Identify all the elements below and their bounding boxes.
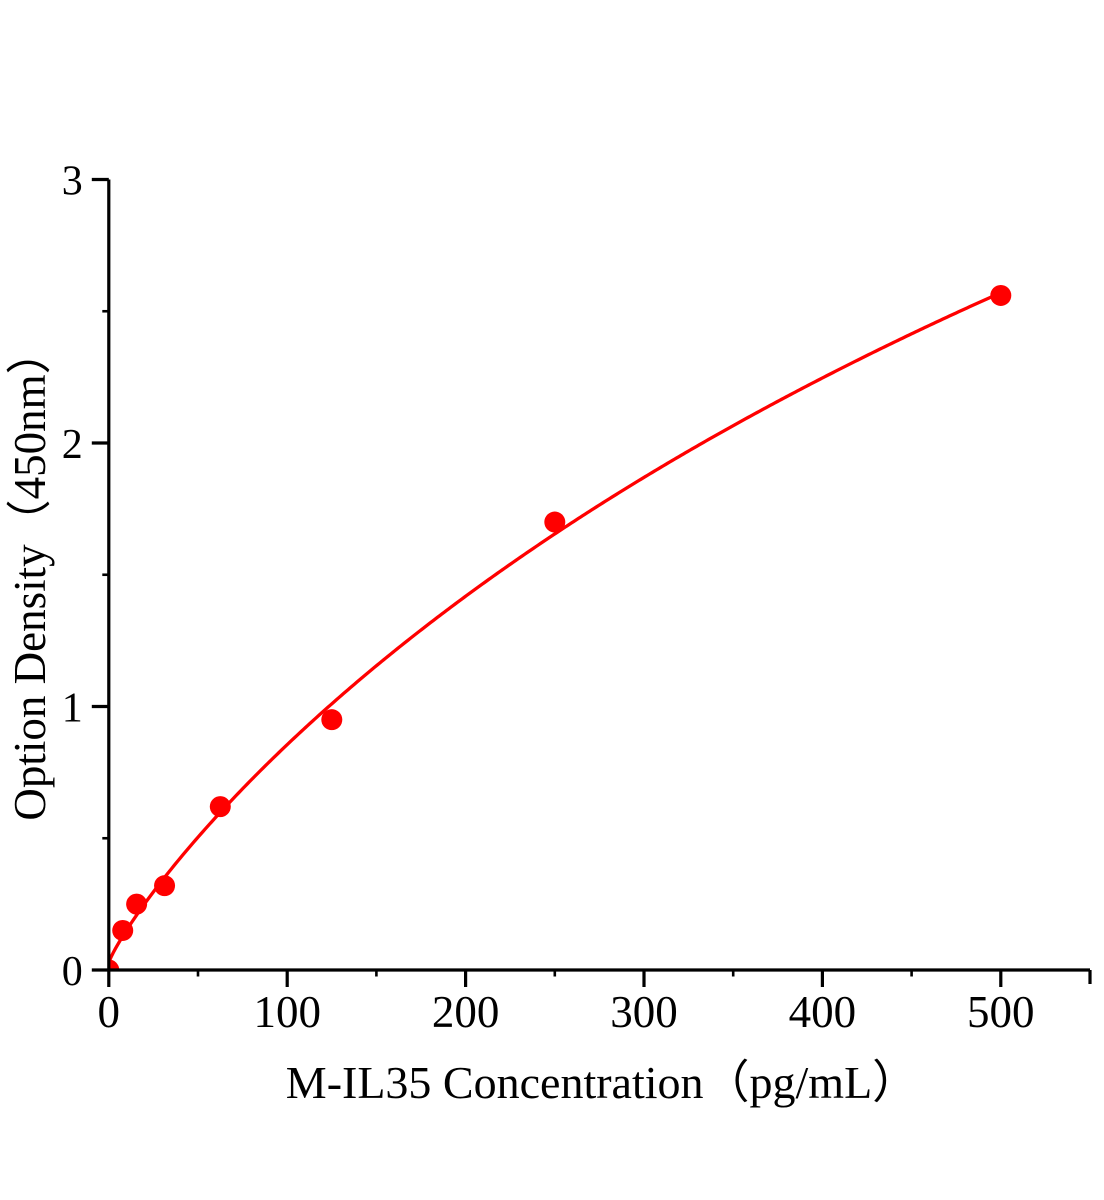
svg-text:0: 0 bbox=[98, 987, 121, 1037]
svg-text:1: 1 bbox=[62, 686, 83, 732]
svg-text:500: 500 bbox=[967, 987, 1035, 1037]
svg-text:M-IL35 Concentration（pg/mL）: M-IL35 Concentration（pg/mL） bbox=[286, 1057, 918, 1108]
svg-text:Option Density（450nm）: Option Density（450nm） bbox=[5, 329, 55, 820]
svg-text:0: 0 bbox=[62, 949, 83, 995]
svg-text:400: 400 bbox=[789, 987, 857, 1037]
svg-text:3: 3 bbox=[62, 159, 83, 205]
svg-text:200: 200 bbox=[432, 987, 500, 1037]
svg-text:2: 2 bbox=[62, 422, 83, 468]
svg-text:100: 100 bbox=[253, 987, 321, 1037]
svg-text:300: 300 bbox=[610, 987, 678, 1037]
